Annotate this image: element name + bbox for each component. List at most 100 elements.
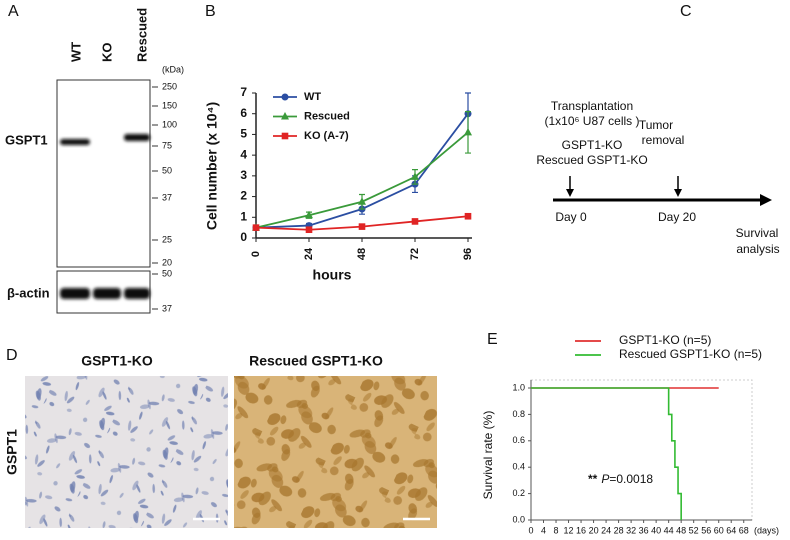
x-tick-label: 96 [462,248,474,260]
legend-marker [281,132,289,140]
ihc-image [234,376,437,528]
y-tick-label: 0.2 [512,488,525,498]
x-axis-label: hours [313,267,352,283]
y-tick-label: 2 [240,189,247,203]
y-axis-label: Survival rate (%) [481,411,495,500]
y-tick-label: 0.0 [512,514,525,524]
actin-band [60,288,90,299]
y-tick-label: 0 [240,230,247,244]
marker-label: 75 [162,140,172,150]
x-axis-label: (days) [754,525,779,535]
marker [464,212,472,220]
schema-text: Tumor [639,118,673,132]
x-tick-label: 72 [409,248,421,260]
protein-label: GSPT1 [5,132,48,147]
marker-label: 150 [162,100,177,110]
schema-text: Transplantation [551,99,633,113]
y-tick-label: 3 [240,168,247,182]
legend-label: GSPT1-KO (n=5) [619,333,711,347]
band [124,134,150,141]
marker [358,197,366,205]
survival-curve [531,387,682,520]
timeline-head [760,194,772,206]
marker-label: 37 [162,303,172,313]
actin-band [93,288,121,299]
legend-label: Rescued [304,110,350,122]
lane-label: KO [99,43,114,63]
annotation: ** P=0.0018 [588,472,653,486]
annotation-stat: P [601,472,609,486]
marker-label: 250 [162,81,177,91]
x-tick-label: 64 [726,525,736,535]
y-tick-label: 1 [240,209,247,223]
y-tick-label: 0.4 [512,462,525,472]
marker-label: 25 [162,234,172,244]
schema-text: removal [642,133,685,147]
x-tick-label: 24 [303,247,315,260]
panel-label: B [205,3,216,20]
x-tick-label: 0 [528,525,533,535]
marker [358,223,366,230]
x-tick-label: 68 [739,525,749,535]
schema-text: GSPT1-KO [562,138,623,152]
marker-label: 50 [162,165,172,175]
x-tick-label: 36 [639,525,649,535]
x-tick-label: 12 [564,525,574,535]
marker [252,224,260,231]
x-tick-label: 44 [664,525,674,535]
image-title: GSPT1-KO [81,353,153,369]
schema-text: Day 0 [555,210,587,224]
y-tick-label: 5 [240,127,247,141]
marker-label: 20 [162,257,172,267]
arrow-head [674,189,682,197]
lane-label: WT [68,42,83,62]
panel-label: C [680,3,692,20]
schema-text: analysis [736,242,779,256]
x-tick-label: 0 [250,251,262,257]
schema-text: Survival [736,226,779,240]
blot-membrane [56,79,151,268]
x-tick-label: 28 [614,525,624,535]
panel-label: E [487,331,498,348]
y-tick-label: 0.8 [512,409,525,419]
protein-label: β-actin [7,285,50,300]
x-tick-label: 52 [689,525,699,535]
y-tick-label: 7 [240,85,247,99]
x-tick-label: 60 [714,525,724,535]
x-tick-label: 24 [601,525,611,535]
marker [464,127,472,136]
x-tick-label: 48 [676,525,686,535]
x-tick-label: 56 [701,525,711,535]
legend-label: WT [304,91,321,103]
x-tick-label: 48 [356,248,368,260]
arrow-head [566,189,574,197]
y-tick-label: 6 [240,106,247,120]
x-tick-label: 16 [576,525,586,535]
panel-label: D [6,347,18,364]
marker [305,226,313,234]
y-tick-label: 0.6 [512,435,525,445]
marker-label: 50 [162,268,172,278]
plot-frame [530,379,753,521]
legend-marker [281,112,289,120]
x-tick-label: 20 [589,525,599,535]
schema-text: (1x10⁶ U87 cells ) [545,114,640,128]
y-tick-label: 1.0 [512,382,525,392]
y-axis-label: Cell number (x 10⁴) [204,102,220,230]
stain-label: GSPT1 [4,429,20,475]
annotation-value: =0.0018 [609,472,653,486]
x-tick-label: 8 [554,525,559,535]
lane-label: Rescued [134,8,149,62]
schema-text: Rescued GSPT1-KO [536,153,647,167]
marker-label: 100 [162,119,177,129]
band [60,139,90,145]
unit-label: (kDa) [162,64,184,74]
marker [411,218,419,225]
ihc-image [25,376,228,528]
legend-label: KO (A-7) [304,130,349,142]
marker [411,172,419,180]
marker [305,210,313,219]
legend-label: Rescued GSPT1-KO (n=5) [619,347,762,361]
actin-band [124,288,150,299]
